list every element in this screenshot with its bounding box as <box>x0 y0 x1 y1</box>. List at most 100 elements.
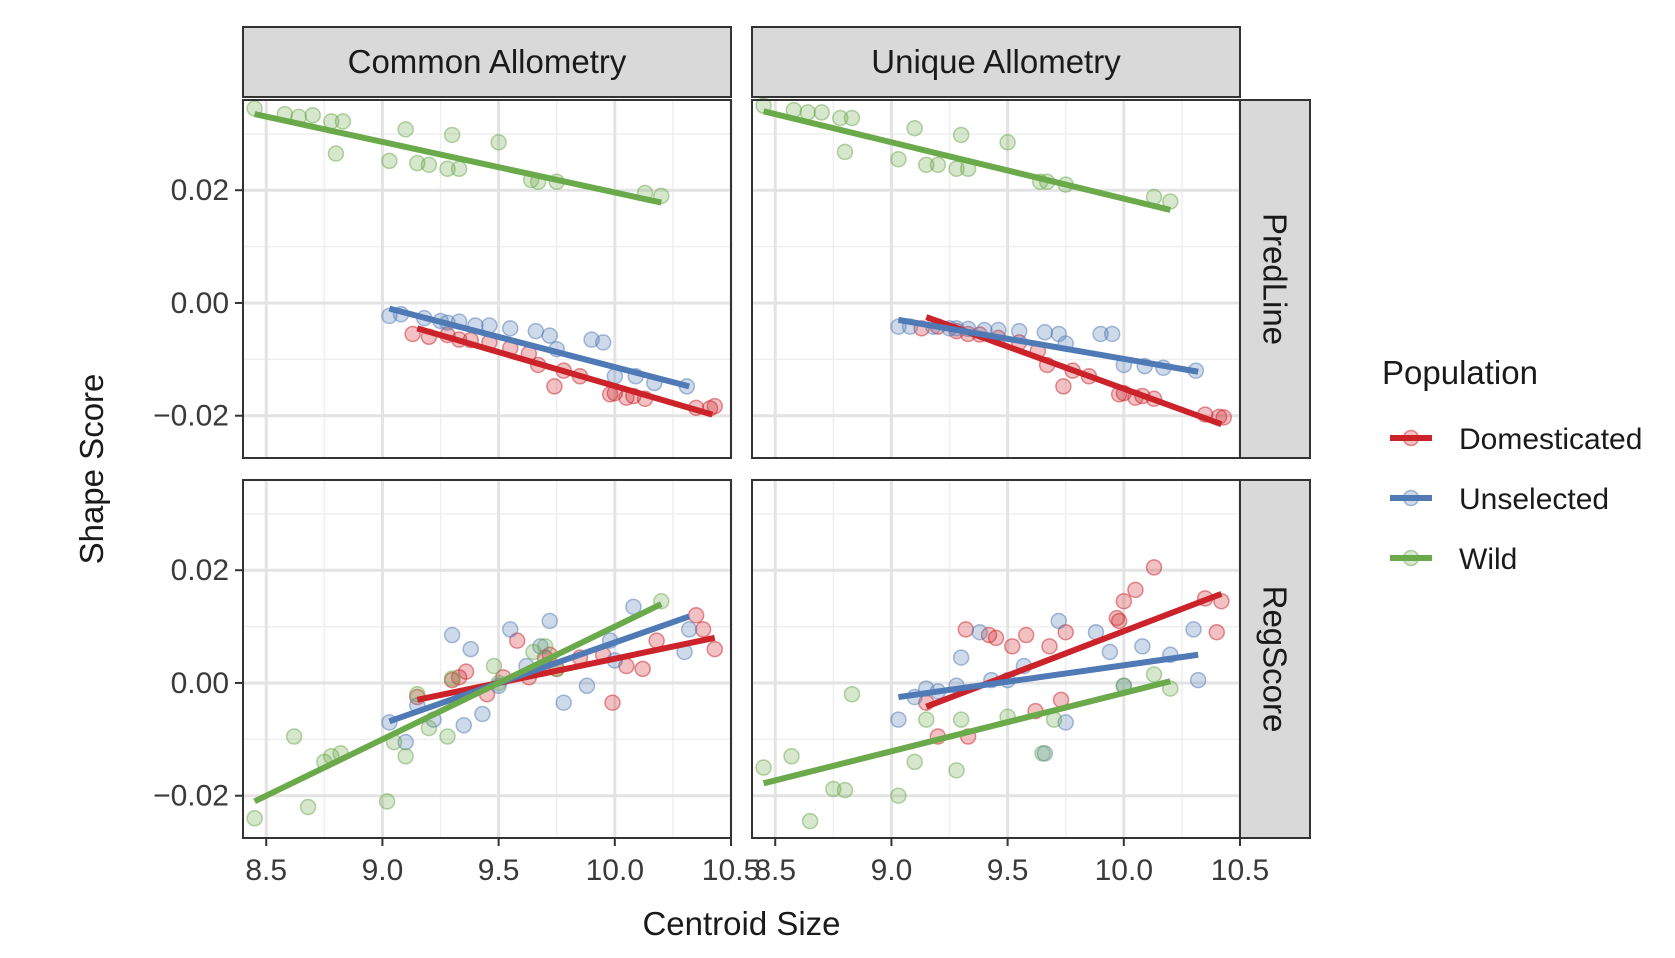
fit-line-unselected <box>897 316 1199 375</box>
point-domesticated <box>457 663 475 680</box>
panel-common-allometry-regscore <box>242 479 733 839</box>
point-domesticated <box>1110 612 1128 630</box>
point-unselected <box>527 322 545 340</box>
point-domesticated <box>987 629 1005 647</box>
axes-layer: −0.02 0.00 0.02 −0.02 0.00 0.02 8.5 9.0 9.5 10.0 1… <box>73 174 1269 942</box>
point-unselected <box>1189 671 1207 689</box>
x-tick-label: 10.5 <box>1211 854 1269 887</box>
point-wild <box>813 104 830 121</box>
point-domesticated <box>1041 638 1058 655</box>
point-wild <box>536 638 554 655</box>
point-wild <box>918 156 935 174</box>
x-tick-label: 8.5 <box>245 854 287 887</box>
point-domesticated <box>1055 378 1072 395</box>
point-unselected <box>1103 325 1121 343</box>
point-unselected <box>952 649 970 666</box>
panel-unique-allometry-predline <box>751 97 1242 459</box>
legend-title: Population <box>1382 354 1538 391</box>
point-wild <box>327 145 345 162</box>
point-wild <box>490 134 507 151</box>
point-wild <box>378 793 396 810</box>
point-wild <box>304 106 321 124</box>
point-unselected <box>455 716 473 734</box>
point-wild <box>825 780 842 798</box>
point-unselected <box>541 327 558 344</box>
point-wild <box>999 134 1016 151</box>
point-wild <box>836 143 854 161</box>
panel-border <box>242 99 732 459</box>
strip-unique-allometry: Unique Allometry <box>751 26 1241 98</box>
point-domesticated <box>1004 638 1021 655</box>
legend-entry-wild: Wild <box>1390 543 1517 576</box>
point-unselected <box>462 640 479 658</box>
strip-label: Common Allometry <box>348 43 627 80</box>
strip-label: Unique Allometry <box>871 43 1121 80</box>
point-unselected <box>541 612 558 630</box>
point-wild <box>801 812 819 830</box>
legend-key-point <box>1402 549 1420 567</box>
point-unselected <box>1101 643 1119 661</box>
point-domesticated <box>1127 581 1144 599</box>
point-wild <box>929 156 947 174</box>
legend-entry-unselected: Unselected <box>1390 483 1609 516</box>
point-unselected <box>1092 325 1109 343</box>
legend: Population Domesticated Unselected Wild <box>1382 354 1642 576</box>
point-wild <box>755 759 772 776</box>
strip-background <box>751 26 1241 98</box>
point-domesticated <box>1115 592 1133 610</box>
legend-key-point <box>1402 429 1420 447</box>
point-unselected <box>443 626 461 644</box>
point-wild <box>299 798 317 816</box>
point-domesticated <box>1145 559 1163 576</box>
point-unselected <box>501 621 519 638</box>
point-wild <box>1145 666 1163 683</box>
point-unselected <box>474 705 491 723</box>
fit-line-domesticated <box>416 325 714 418</box>
panel-background <box>243 100 731 458</box>
point-wild <box>420 156 438 174</box>
point-wild <box>420 719 438 737</box>
strip-background <box>1239 479 1311 839</box>
point-wild <box>381 152 398 170</box>
y-tick-label: 0.02 <box>171 554 229 587</box>
point-domesticated <box>634 660 651 678</box>
y-tick-label: 0.00 <box>171 667 229 700</box>
point-wild <box>443 670 461 687</box>
point-domesticated <box>687 607 705 624</box>
point-domesticated <box>546 378 563 395</box>
panels-layer <box>242 97 1242 839</box>
fit-line-wild <box>253 601 663 805</box>
x-axis-title: Centroid Size <box>642 905 840 942</box>
x-tick-label: 9.0 <box>871 854 913 887</box>
point-wild <box>918 711 935 728</box>
point-wild <box>906 753 923 771</box>
legend-label: Wild <box>1459 543 1517 576</box>
point-wild <box>439 728 456 745</box>
point-wild <box>952 711 970 728</box>
panel-common-allometry-predline <box>242 99 733 459</box>
point-wild <box>836 781 854 799</box>
strip-common-allometry: Common Allometry <box>242 26 732 98</box>
x-tick-label: 10.5 <box>702 854 760 887</box>
point-wild <box>843 685 861 703</box>
y-tick-label: −0.02 <box>153 780 229 813</box>
point-domesticated <box>706 640 723 658</box>
y-tick-label: 0.02 <box>171 174 229 207</box>
fit-line-unselected <box>897 651 1199 701</box>
point-unselected <box>397 733 414 751</box>
point-wild <box>890 150 907 168</box>
point-wild <box>832 109 849 127</box>
panel-unique-allometry-regscore <box>751 479 1242 839</box>
point-unselected <box>890 711 907 728</box>
point-unselected <box>1185 621 1202 638</box>
point-wild <box>783 748 800 765</box>
fit-line-wild <box>762 678 1172 787</box>
fit-line-wild <box>762 108 1171 213</box>
legend-label: Domesticated <box>1459 423 1642 456</box>
y-tick-label: 0.00 <box>171 287 229 320</box>
point-unselected <box>578 677 596 695</box>
x-tick-label: 8.5 <box>754 854 796 887</box>
strip-regscore: RegScore <box>1239 479 1311 839</box>
